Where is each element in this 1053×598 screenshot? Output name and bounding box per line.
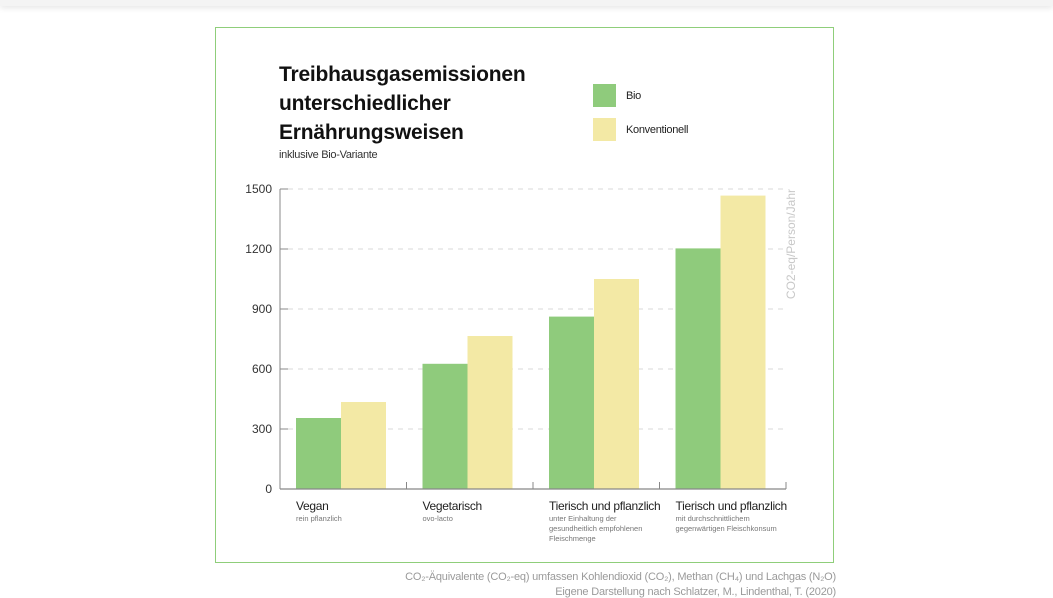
- legend-item-konventionell: Konventionell: [593, 118, 688, 141]
- x-category-sublabel: unter Einhaltung der: [549, 514, 617, 523]
- legend-item-bio: Bio: [593, 84, 641, 107]
- footnote-source: Eigene Darstellung nach Schlatzer, M., L…: [555, 586, 836, 598]
- y-tick-label: 300: [252, 422, 272, 436]
- x-category-label: Tierisch und pflanzlich: [676, 499, 787, 513]
- x-category-sublabel: gegenwärtigen Fleischkonsum: [676, 524, 777, 533]
- x-category-sublabel: gesundheitlich empfohlenen: [549, 524, 642, 533]
- x-category-label: Vegan: [296, 499, 329, 513]
- x-category-label: Tierisch und pflanzlich: [549, 499, 660, 513]
- y-axis-label: CO2-eq/Person/Jahr: [784, 189, 798, 299]
- bar-bio: [549, 316, 594, 489]
- bar-bio: [422, 363, 468, 489]
- bar-konventionell: [594, 279, 639, 489]
- browser-top-bar: [0, 0, 1053, 6]
- bar-bio: [296, 418, 341, 489]
- chart-title: Treibhausgasemissionen unterschiedlicher…: [279, 63, 526, 144]
- y-tick-label: 1200: [245, 242, 272, 256]
- bar-konventionell: [467, 336, 513, 489]
- bar-konventionell: [720, 195, 766, 489]
- y-tick-label: 1500: [245, 182, 272, 196]
- legend-label-konventionell: Konventionell: [626, 123, 689, 136]
- x-category-sublabel: mit durchschnittlichem: [676, 514, 750, 523]
- x-category-sublabel: rein pflanzlich: [296, 514, 342, 523]
- legend-swatch-konventionell: [593, 118, 616, 141]
- x-category-sublabel: Fleischmenge: [549, 534, 596, 543]
- y-tick-label: 0: [265, 482, 272, 496]
- legend-swatch-bio: [593, 84, 616, 107]
- bar-konventionell: [341, 402, 386, 489]
- y-tick-label: 600: [252, 362, 272, 376]
- chart-subtitle: inklusive Bio-Variante: [279, 149, 378, 161]
- y-tick-label: 900: [252, 302, 272, 316]
- bar-bio: [675, 248, 721, 489]
- x-category-sublabel: ovo-lacto: [423, 514, 453, 523]
- x-category-label: Vegetarisch: [423, 499, 482, 513]
- legend-label-bio: Bio: [626, 89, 641, 102]
- footnote-co2-equivalents: CO₂-Äquivalente (CO₂-eq) umfassen Kohlen…: [405, 571, 836, 583]
